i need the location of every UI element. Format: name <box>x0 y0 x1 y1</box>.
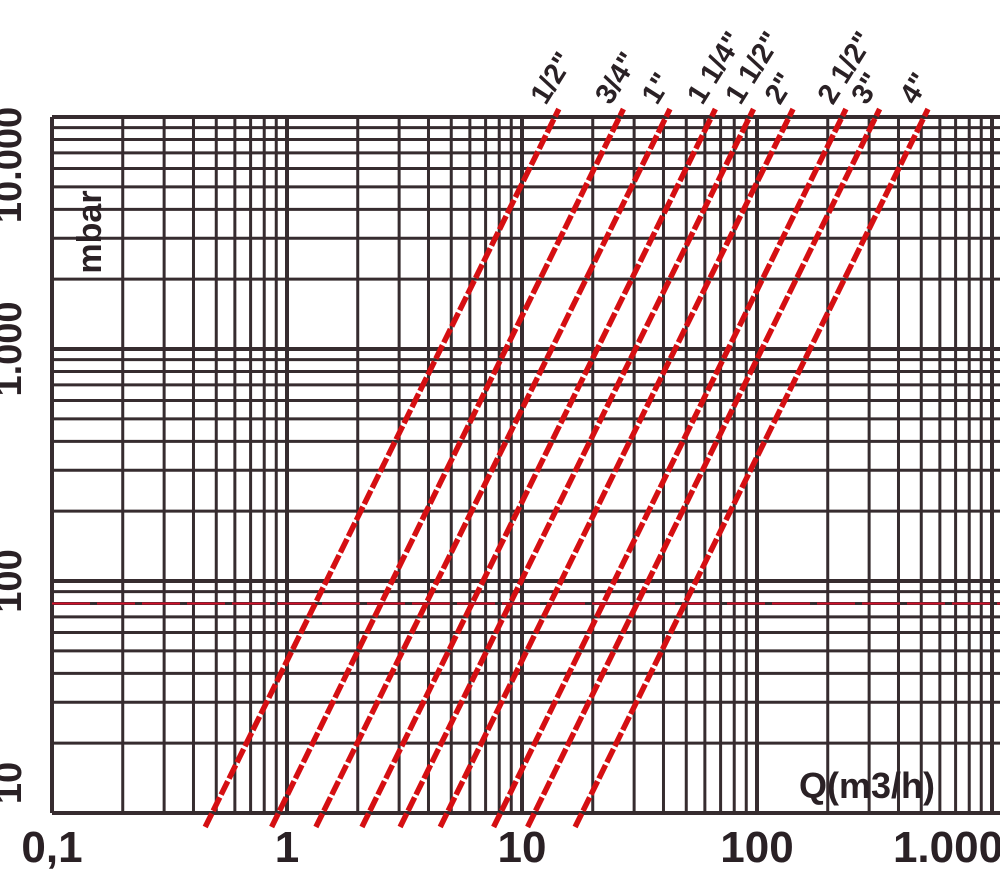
pipe-size-line <box>572 107 931 829</box>
pipe-size-line <box>491 107 849 829</box>
pipe-size-line <box>525 107 883 829</box>
pipe-size-line <box>313 107 673 829</box>
y-tick-label: 1.000 <box>0 301 30 396</box>
pipe-size-label: 1" <box>636 67 679 109</box>
y-tick-label: 10.000 <box>0 107 30 223</box>
x-tick-label: 0,1 <box>21 823 82 872</box>
grid <box>50 115 1000 815</box>
y-tick-label: 10 <box>0 762 30 804</box>
x-tick-label: 100 <box>720 823 793 872</box>
pipe-size-line <box>437 107 796 829</box>
y-axis-label: mbar <box>71 190 109 273</box>
pipe-size-line <box>397 107 756 829</box>
x-tick-label: 1 <box>275 823 299 872</box>
pipe-size-label: 1/2" <box>525 47 581 110</box>
pipe-size-label: 3/4" <box>589 47 645 110</box>
pipe-size-label: 4" <box>894 67 937 109</box>
y-tick-label: 100 <box>0 549 30 612</box>
x-tick-label: 1.000 <box>893 823 1000 872</box>
pipe-size-labels: 1/2" 3/4"1" 1 1/4"1 1/2"2" 2 1/2"3" 4" <box>525 26 937 109</box>
pipe-size-line <box>269 107 626 829</box>
pipe-size-line <box>359 107 718 829</box>
pipe-size-lines <box>202 107 931 829</box>
x-axis-label: Q(m3/h) <box>799 765 935 806</box>
pipe-size-line <box>202 107 562 829</box>
x-tick-label: 10 <box>498 823 547 872</box>
